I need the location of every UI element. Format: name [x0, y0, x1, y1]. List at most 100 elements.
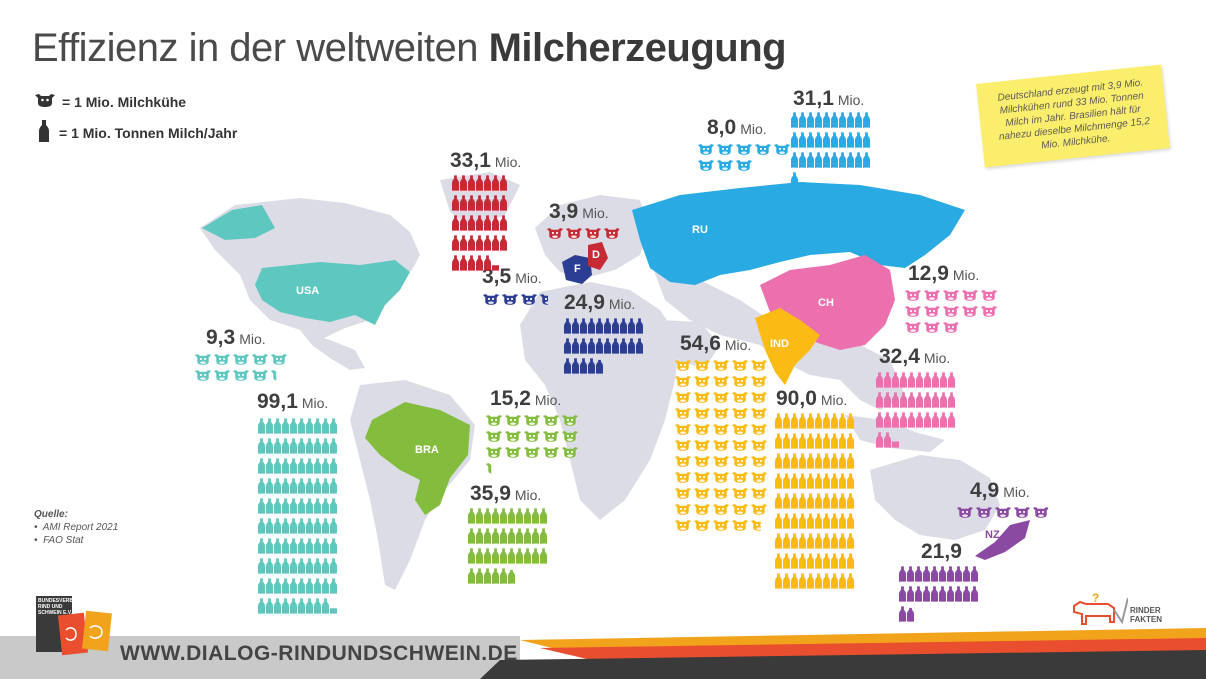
bottle-icon [266, 498, 273, 514]
bottle-icon [876, 372, 883, 388]
bottle-icon [775, 453, 782, 469]
bottle-icon [476, 235, 483, 251]
bottle-icon [468, 175, 475, 191]
bottle-icon [791, 413, 798, 429]
value-number: 12,9 [908, 262, 949, 285]
bottle-icon [322, 438, 329, 454]
bottle-icon [791, 493, 798, 509]
value-ch-milk: 32,4 Mio. [879, 345, 950, 369]
label-bra: BRA [415, 444, 439, 456]
bottle-icon [330, 438, 337, 454]
bottle-icon [500, 548, 507, 564]
value-unit: Mio. [494, 154, 522, 170]
footer-url-link[interactable]: WWW.DIALOG-RINDUNDSCHWEIN.DE [120, 642, 518, 665]
bottle-icon [791, 553, 798, 569]
cow-icon [731, 408, 749, 419]
bottle-icon [823, 453, 830, 469]
value-nz-cows: 4,9 Mio. [970, 479, 1030, 503]
cow-icon [693, 440, 711, 451]
value-usa-milk: 99,1 Mio. [257, 390, 328, 414]
cow-icon [561, 431, 579, 442]
bottle-icon [298, 558, 305, 574]
bottle-icon [783, 413, 790, 429]
bottle-icon [306, 458, 313, 474]
cow-icon [731, 504, 749, 515]
cow-icon [712, 392, 730, 403]
bottle-icon [524, 508, 531, 524]
bottle-icon [452, 255, 459, 271]
bottle-icon [628, 318, 635, 334]
bottle-icon [823, 553, 830, 569]
bottle-icon [330, 498, 337, 514]
bottle-icon [266, 478, 273, 494]
value-unit: Mio. [514, 487, 542, 503]
cow-icon [504, 415, 522, 426]
bottle-icon [500, 528, 507, 544]
bottle-icon [612, 338, 619, 354]
ru-bottle-grid [791, 112, 870, 188]
bottle-icon [940, 392, 947, 408]
value-number: 35,9 [470, 482, 511, 505]
cow-icon [904, 306, 922, 317]
cow-icon [213, 370, 231, 381]
cow-icon [731, 392, 749, 403]
bottle-icon [258, 458, 265, 474]
bottle-icon [775, 533, 782, 549]
bottle-icon [508, 569, 515, 584]
cow-icon [994, 507, 1012, 518]
bottle-icon [274, 438, 281, 454]
bottle-icon [971, 566, 978, 582]
bottle-icon [330, 538, 337, 554]
bottle-icon [492, 175, 499, 191]
bottle-icon [884, 392, 891, 408]
bottle-icon [460, 175, 467, 191]
value-bra-cows: 15,2 Mio. [490, 387, 561, 411]
bottle-icon [799, 493, 806, 509]
cow-icon [942, 290, 960, 301]
bottle-icon [322, 578, 329, 594]
bottle-icon [484, 235, 491, 251]
d-cow-grid [546, 226, 621, 240]
bottle-icon [823, 533, 830, 549]
bottle-icon [460, 255, 467, 271]
bottle-icon [484, 215, 491, 231]
bottle-icon [948, 392, 955, 408]
bottle-icon [476, 255, 483, 271]
bottle-icon [831, 413, 838, 429]
bottle-icon [900, 372, 907, 388]
bottle-icon [847, 152, 854, 168]
cow-icon [750, 472, 768, 483]
value-unit: Mio. [820, 392, 848, 408]
cow-icon [561, 447, 579, 458]
bottle-icon [955, 586, 962, 602]
bottle-icon [274, 578, 281, 594]
bottle-icon [330, 608, 337, 614]
cow-icon [697, 144, 715, 155]
bottle-icon [258, 518, 265, 534]
bottle-icon [532, 548, 539, 564]
bottle-icon [823, 513, 830, 529]
bra-cow-grid [485, 413, 579, 475]
cow-icon [485, 463, 492, 474]
bottle-icon [948, 372, 955, 388]
bottle-icon [900, 392, 907, 408]
value-unit: Mio. [740, 121, 767, 137]
bottle-icon [564, 338, 571, 354]
bottle-icon [298, 578, 305, 594]
bottle-icon [274, 418, 281, 434]
bottle-icon [314, 598, 321, 614]
cow-icon [1032, 507, 1049, 518]
value-number: 9,3 [206, 326, 236, 349]
bottle-icon [322, 478, 329, 494]
value-number: 21,9 [921, 540, 962, 563]
bottle-icon [484, 528, 491, 544]
bottle-icon [831, 533, 838, 549]
bottle-icon [306, 478, 313, 494]
cow-icon [750, 424, 768, 435]
cow-icon [904, 322, 922, 333]
brazil-country-shape [365, 402, 470, 515]
cow-icon [712, 488, 730, 499]
bottle-icon [799, 453, 806, 469]
bottle-icon [508, 528, 515, 544]
cow-icon [34, 92, 56, 111]
